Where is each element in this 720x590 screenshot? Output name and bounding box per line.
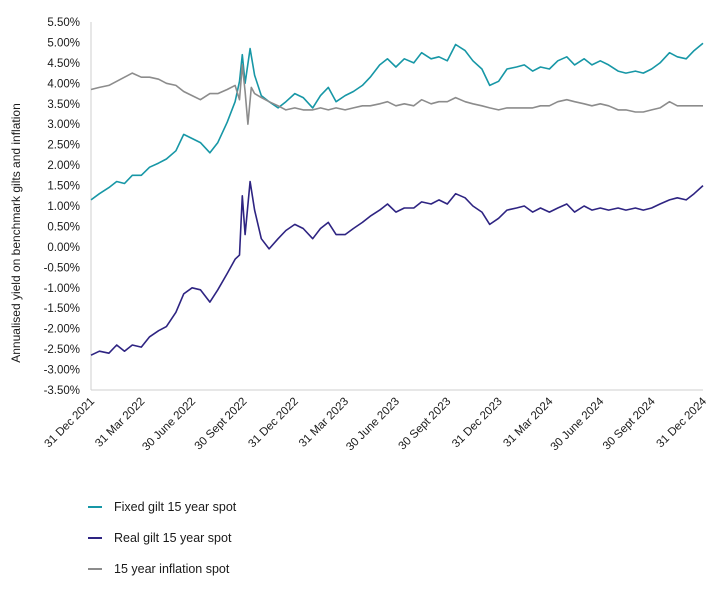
legend-swatch-real: [88, 536, 102, 539]
y-tick-label: -0.50%: [44, 262, 80, 274]
series-line-inflation: [90, 64, 703, 125]
x-tick-label: 31 Dec 2024: [655, 395, 710, 450]
y-tick-label: 2.00%: [47, 160, 80, 172]
x-tick-label: 30 June 2023: [344, 396, 402, 454]
legend: Fixed gilt 15 year spot Real gilt 15 yea…: [88, 496, 236, 589]
x-tick-label: 30 June 2022: [140, 396, 198, 454]
y-tick-label: -1.50%: [44, 303, 80, 315]
series-line-real-gilt: [90, 180, 704, 356]
x-tick-label: 31 Mar 2023: [297, 396, 351, 450]
legend-item-inflation: 15 year inflation spot: [88, 558, 236, 579]
y-tick-label: -2.00%: [44, 324, 80, 336]
legend-label-real: Real gilt 15 year spot: [114, 530, 232, 545]
y-tick-label: 0.00%: [47, 242, 80, 254]
x-tick-label: 31 Dec 2023: [450, 396, 505, 451]
legend-label-inflation: 15 year inflation spot: [114, 561, 230, 576]
y-tick-label: -2.50%: [44, 344, 80, 356]
series-line-fixed-gilt: [90, 42, 704, 201]
series-lines: [90, 42, 704, 356]
legend-label-fixed: Fixed gilt 15 year spot: [114, 499, 237, 514]
y-axis: 5.50% 5.00% 4.50% 4.00% 3.50% 3.00% 2.50% 2.00%…: [44, 17, 80, 397]
y-tick-label: 5.50%: [47, 17, 80, 29]
x-tick-label: 30 June 2024: [549, 395, 607, 453]
y-tick-label: -3.00%: [44, 365, 80, 377]
y-tick-label: 1.00%: [47, 201, 80, 213]
y-tick-label: 0.50%: [47, 221, 80, 233]
x-tick-label: 30 Sept 2024: [601, 395, 658, 452]
y-axis-title: Annualised yield on benchmark gilts and …: [9, 103, 23, 363]
y-tick-label: 5.00%: [47, 37, 80, 49]
x-tick-label: 31 Dec 2022: [246, 396, 301, 451]
x-tick-label: 30 Sept 2023: [397, 396, 454, 453]
y-tick-label: 3.50%: [47, 99, 80, 111]
y-tick-label: -1.00%: [44, 283, 80, 295]
x-tick-label: 31 Mar 2022: [93, 396, 147, 450]
legend-item-real: Real gilt 15 year spot: [88, 527, 236, 548]
y-tick-label: 3.00%: [47, 119, 80, 131]
y-tick-label: 2.50%: [47, 140, 80, 152]
legend-item-fixed: Fixed gilt 15 year spot: [88, 496, 236, 517]
y-tick-label: 4.00%: [47, 78, 80, 90]
legend-swatch-fixed: [88, 505, 102, 508]
legend-swatch-inflation: [88, 567, 102, 570]
y-tick-label: -3.50%: [44, 385, 80, 397]
y-tick-label: 4.50%: [47, 58, 80, 70]
x-tick-label: 30 Sept 2022: [193, 396, 250, 453]
x-tick-label: 31 Mar 2024: [501, 395, 556, 450]
y-tick-label: 1.50%: [47, 181, 80, 193]
x-tick-label: 31 Dec 2021: [43, 396, 98, 451]
